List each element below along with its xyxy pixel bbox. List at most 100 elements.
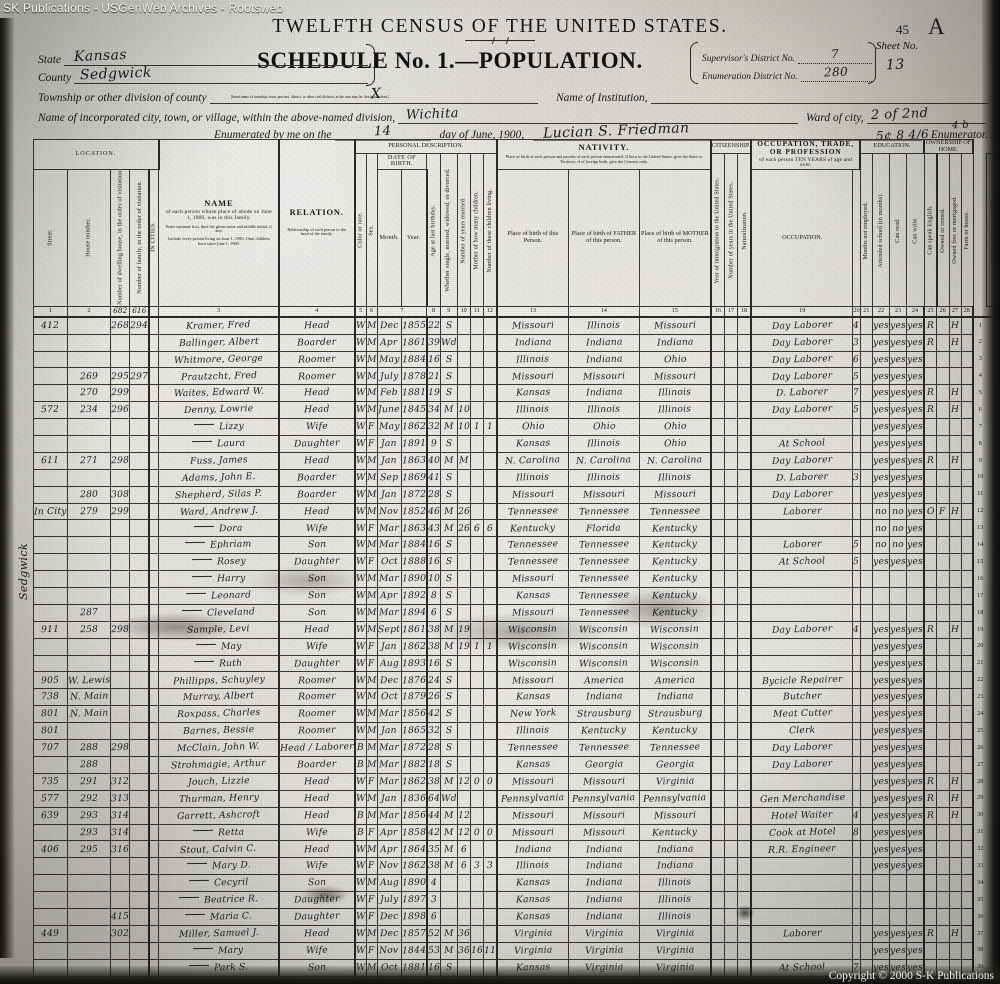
cell-in-cities [148, 587, 160, 605]
cell-age: 38 [426, 637, 441, 656]
cell-in-cities [148, 688, 160, 707]
table-row[interactable]: Harry Son W M Mar 1890 10 S Missouri Tennessee Ken… [33, 570, 1000, 589]
cell-birthplace-mother: Kentucky [638, 603, 712, 622]
row-number: 28 [977, 777, 984, 785]
table-row[interactable]: 735 291 312 Jouch, Lizzie Head W F Mar 1862 38 M 12… [33, 772, 1000, 791]
table-row[interactable]: 905 W. Lewis Phillipps, Schuyley Roomer W M De… [33, 671, 1000, 690]
cell-birth-month: Mar [376, 570, 402, 589]
table-row[interactable]: 415 Maria C. Daughter W F Dec 1898 6 Kansas India… [33, 907, 1000, 926]
cell-relation: Head [278, 316, 356, 335]
table-row[interactable]: Whitmore, George Roomer W M May 1884 16 S Illino… [33, 350, 1000, 369]
cell-can-read: yes [872, 350, 891, 369]
table-row[interactable]: 707 288 298 McClain, John W. Head / Laborer B… [33, 739, 1000, 757]
table-row[interactable]: 911 258 298 Sample, Levi Head W M Sept 1861 38 M 19… [33, 620, 1000, 639]
cell-birthplace-mother: N. Carolina [638, 451, 712, 470]
table-row[interactable]: 449 302 Miller, Samuel J. Head W M Dec 1857 52 M 3… [33, 924, 1000, 943]
cell-relation: Son [278, 587, 356, 605]
cell-birthplace-father: Strausburg [567, 705, 640, 724]
table-row[interactable]: 801 Barnes, Bessie Roomer W M Jan 1865 32 S Illin… [33, 722, 1000, 741]
cell-relation: Roomer [278, 722, 356, 741]
cell-birth-year: 1865 [400, 722, 428, 741]
cell-farm-or-house [948, 857, 962, 876]
ditto-dash [192, 829, 213, 831]
row-number: 4 [978, 372, 982, 380]
cell-birth-year: 1844 [400, 941, 428, 960]
cell-birthplace-father: Tennessee [567, 603, 640, 622]
table-row[interactable]: Rosey Daughter W F Oct 1888 16 S Tennessee Tennes… [33, 553, 1000, 572]
table-row[interactable]: Laura Daughter W F Jan 1891 9 S Kansas Illinois Oh… [33, 435, 1000, 453]
table-row[interactable]: Beatrice R. Daughter W F July 1897 3 Kansas Indi… [33, 891, 1000, 909]
cell-birth-year: 1897 [400, 891, 428, 909]
table-row[interactable]: Adams, John E. Boarder W M Sep 1869 41 S Illinoi… [33, 468, 1000, 487]
cell-years-in-us [724, 907, 739, 926]
cell-can-read: yes [872, 772, 891, 791]
cell-street [33, 333, 68, 352]
cell-can-write: yes [889, 722, 908, 741]
cell-marital-status: S [439, 485, 458, 504]
table-row[interactable]: In City 279 299 Ward, Andrew J. Head W M Nov 185… [33, 502, 1000, 521]
table-row[interactable]: Leonard Son W M Apr 1892 8 S Kansas Tennessee Kent… [33, 587, 1000, 605]
cell-in-cities [148, 367, 160, 386]
col-marital-status: Whether single, married, widowed, or div… [440, 153, 458, 307]
table-row[interactable]: May Wife W F Jan 1862 38 M 19 1 1 Wisconsin Wisconsi… [33, 637, 1000, 656]
cell-year-immigration [710, 823, 726, 842]
table-row[interactable]: 288 Strohmagie, Arthur Boarder B M Mar 1882 18 S… [33, 755, 1000, 774]
table-row[interactable]: 280 308 Shepherd, Silas P. Boarder W M Jan 1872… [33, 485, 1000, 504]
colnum-22: 22 [872, 305, 891, 318]
cell-in-cities [148, 654, 160, 673]
cell-color-race: W [354, 451, 367, 470]
cell-color-race: W [354, 587, 367, 605]
cell-in-cities [148, 772, 160, 791]
table-row[interactable]: 293 314 Retta Wife B F Apr 1858 42 M 12 0 0 Missouri M… [33, 823, 1000, 842]
cell-can-speak-english: yes [906, 316, 926, 335]
cell-birthplace-father: Virginia [567, 941, 640, 960]
table-row[interactable]: 572 234 296 Denny, Lowrie Head W M June 1845 34 M 1… [33, 401, 1000, 420]
table-row[interactable]: 738 N. Main Murray, Albert Roomer W M Oct 1879 2… [33, 688, 1000, 707]
cell-can-write: yes [889, 637, 908, 656]
cell-owned-free-or-mortgaged [936, 603, 950, 622]
cell-color-race: W [354, 772, 367, 791]
table-row[interactable]: 801 N. Main Roxpass, Charles Roomer W M Mar 185… [33, 705, 1000, 724]
table-row[interactable]: Cecyril Son W M Aug 1890 4 Kansas Indiana Illinoi… [33, 874, 1000, 893]
cell-children-living: 6 [482, 519, 498, 538]
cell-years-married [456, 553, 471, 572]
cell-years-in-us [724, 705, 739, 724]
table-row[interactable]: 269 295 297 Prautzcht, Fred Roomer W M July 1878… [33, 367, 1000, 386]
cell-occupation [750, 418, 854, 437]
cell-can-read: yes [872, 435, 891, 453]
table-row[interactable]: 611 271 298 Fuss, James Head W M Jan 1863 40 M M N. … [33, 451, 1000, 470]
cell-dwelling-number: 299 [110, 384, 131, 403]
table-row[interactable]: 406 295 316 Stout, Calvin C. Head W M Apr 1864 35… [33, 840, 1000, 859]
table-row[interactable]: Mary D. Wife W F Nov 1862 38 M 6 3 3 Illinois Indian… [33, 857, 1000, 876]
cell-dwelling-number [110, 637, 131, 656]
table-row[interactable]: Ephriam Son W M Mar 1884 16 S Tennessee Tennessee… [33, 536, 1000, 555]
table-row[interactable]: 577 292 313 Thurman, Henry Head W M Jan 1836 64 Wd… [33, 789, 1000, 808]
table-row[interactable]: 639 293 314 Garrett, Ashcroft Head B M Mar 1856 4… [33, 806, 1000, 825]
table-row[interactable]: Ballinger, Albert Boarder W M Apr 1861 39 Wd Ind… [33, 333, 1000, 352]
cell-name: Thurman, Henry [158, 789, 280, 808]
cell-owned-free-or-mortgaged [936, 468, 950, 487]
cell-attended-school [859, 789, 874, 808]
table-row[interactable]: Ruth Daughter W F Aug 1893 16 S Wisconsin Wiscons… [33, 654, 1000, 673]
cell-farm-or-house [948, 485, 962, 504]
cell-name: Roxpass, Charles [158, 705, 280, 724]
table-row[interactable]: 412 268 294 Kramer, Fred Head W M Dec 1855 22 S Mis… [33, 316, 1000, 335]
cell-months-not-employed [852, 519, 861, 538]
table-row[interactable]: Dora Wife W F Mar 1863 43 M 26 6 6 Kentucky Florida K… [33, 519, 1000, 538]
cell-year-immigration [710, 739, 726, 757]
cell-mother-children: 3 [469, 857, 484, 876]
cell-children-living [482, 384, 498, 403]
cell-owned-or-rented [923, 823, 937, 842]
table-row[interactable]: 270 299 Waites, Edward W. Head W M Feb 1881 19 S K… [33, 384, 1000, 403]
cell-can-speak-english: yes [906, 435, 926, 453]
cell-family-number [129, 603, 151, 622]
table-row[interactable]: 287 Cleveland Son W M Mar 1894 6 S Missouri Tennes… [33, 603, 1000, 622]
cell-farm-or-house [948, 519, 962, 538]
cell-color-race: B [354, 806, 367, 825]
table-row[interactable]: Lizzy Wife W F May 1862 32 M 10 1 1 Ohio Ohio Ohio yes… [33, 418, 1000, 437]
cell-age: 6 [426, 603, 441, 622]
cell-years-married [456, 570, 471, 589]
cell-family-number [129, 350, 151, 369]
table-row[interactable]: Mary Wife W F Nov 1844 53 M 36 16 11 Virginia Virgin… [33, 941, 1000, 960]
cell-year-immigration [710, 570, 726, 589]
